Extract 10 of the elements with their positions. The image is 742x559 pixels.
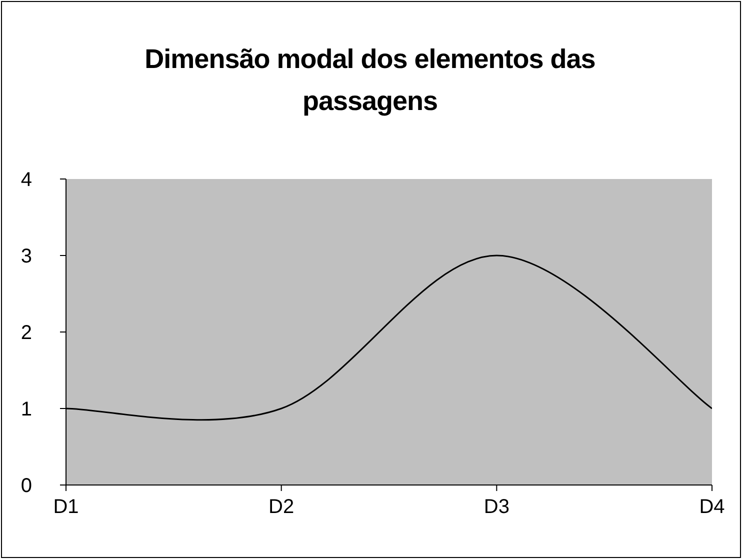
x-tick-label: D3 xyxy=(484,496,510,518)
y-tick-label: 3 xyxy=(20,246,32,268)
y-tick-label: 0 xyxy=(20,475,32,498)
y-tick-label: 4 xyxy=(20,169,32,192)
y-tick-label: 1 xyxy=(20,398,32,421)
x-tick-label: D4 xyxy=(699,496,725,518)
x-tick-label: D1 xyxy=(53,496,79,518)
y-tick-label: 2 xyxy=(20,322,32,344)
x-tick-label: D2 xyxy=(268,496,294,518)
chart-title: Dimensão modal dos elementos das passagens xyxy=(144,43,596,118)
